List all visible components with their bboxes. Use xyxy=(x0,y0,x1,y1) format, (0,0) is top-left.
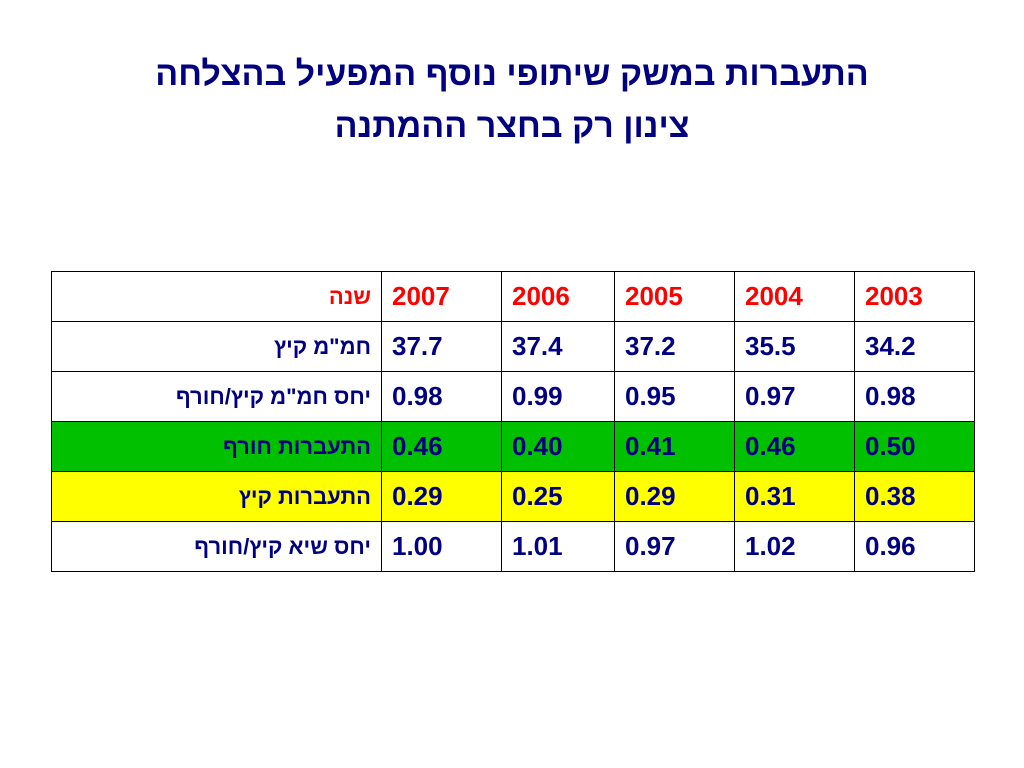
table-row: 0.38 0.31 0.29 0.25 0.29 התעברות קיץ xyxy=(51,471,975,522)
table-cell: 0.40 xyxy=(501,421,615,472)
data-table: 2003 2004 2005 2006 2007 שנה 34.2 35.5 3… xyxy=(51,271,975,572)
table-header-row: 2003 2004 2005 2006 2007 שנה xyxy=(51,271,975,322)
header-year-2006: 2006 xyxy=(501,271,615,322)
table-cell: 0.96 xyxy=(854,521,975,572)
table-cell: 0.46 xyxy=(381,421,502,472)
table-cell: 0.29 xyxy=(381,471,502,522)
table-cell: 0.46 xyxy=(734,421,855,472)
table-cell: 0.95 xyxy=(614,371,735,422)
header-year-2003: 2003 xyxy=(854,271,975,322)
table-cell: 0.38 xyxy=(854,471,975,522)
table-cell: 0.97 xyxy=(734,371,855,422)
table-cell: 0.99 xyxy=(501,371,615,422)
table-cell: 37.2 xyxy=(614,321,735,372)
table-cell: 0.29 xyxy=(614,471,735,522)
table-cell: 0.50 xyxy=(854,421,975,472)
slide-title: התעברות במשק שיתופי נוסף המפעיל בהצלחה צ… xyxy=(0,48,1024,152)
table-cell: 34.2 xyxy=(854,321,975,372)
table-cell: 0.41 xyxy=(614,421,735,472)
table-cell: 0.31 xyxy=(734,471,855,522)
header-label: שנה xyxy=(51,271,382,322)
table-cell: 0.98 xyxy=(381,371,502,422)
table-row: 34.2 35.5 37.2 37.4 37.7 חמ"מ קיץ xyxy=(51,321,975,372)
table-cell: 1.00 xyxy=(381,521,502,572)
table-cell: 35.5 xyxy=(734,321,855,372)
table-row: 0.96 1.02 0.97 1.01 1.00 יחס שיא קיץ/חור… xyxy=(51,521,975,572)
table-row: 0.50 0.46 0.41 0.40 0.46 התעברות חורף xyxy=(51,421,975,472)
table-cell: 1.02 xyxy=(734,521,855,572)
row-label: יחס שיא קיץ/חורף xyxy=(51,521,382,572)
row-label: התעברות קיץ xyxy=(51,471,382,522)
row-label: חמ"מ קיץ xyxy=(51,321,382,372)
table-row: 0.98 0.97 0.95 0.99 0.98 יחס חמ"מ קיץ/חו… xyxy=(51,371,975,422)
row-label: יחס חמ"מ קיץ/חורף xyxy=(51,371,382,422)
table-cell: 0.97 xyxy=(614,521,735,572)
table-cell: 37.4 xyxy=(501,321,615,372)
table-cell: 0.98 xyxy=(854,371,975,422)
title-line-2: צינון רק בחצר ההמתנה xyxy=(334,107,690,145)
table-cell: 1.01 xyxy=(501,521,615,572)
header-year-2007: 2007 xyxy=(381,271,502,322)
row-label: התעברות חורף xyxy=(51,421,382,472)
table-cell: 0.25 xyxy=(501,471,615,522)
header-year-2005: 2005 xyxy=(614,271,735,322)
header-year-2004: 2004 xyxy=(734,271,855,322)
table-cell: 37.7 xyxy=(381,321,502,372)
title-line-1: התעברות במשק שיתופי נוסף המפעיל בהצלחה xyxy=(155,55,869,93)
